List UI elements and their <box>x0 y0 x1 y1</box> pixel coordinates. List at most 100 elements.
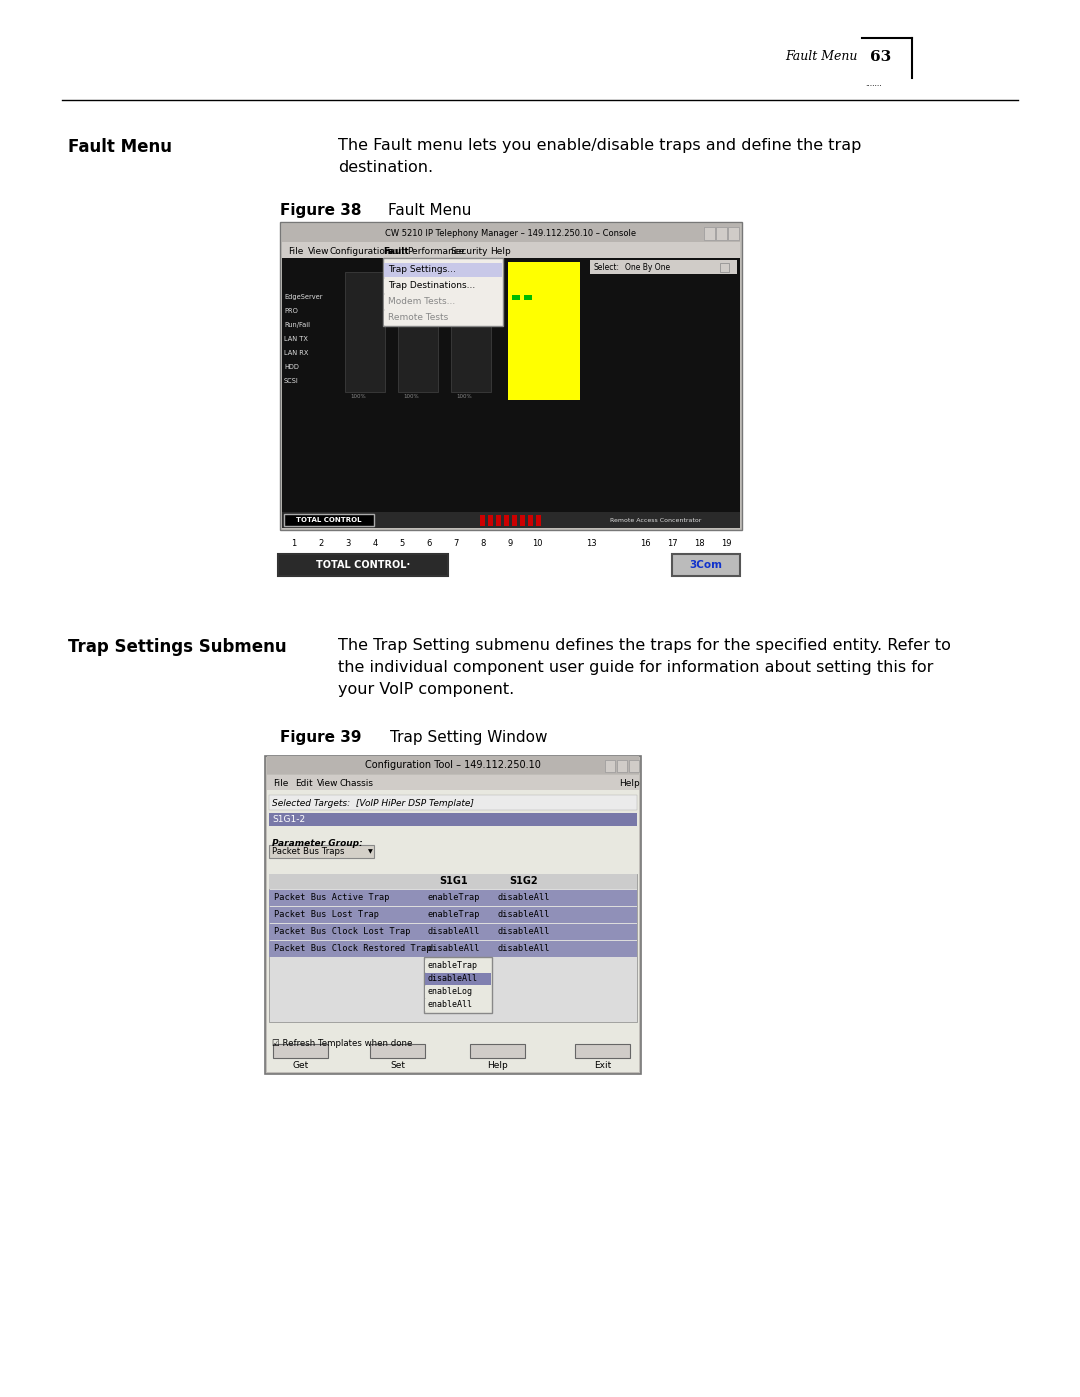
Bar <box>357 295 366 300</box>
Bar <box>284 514 374 527</box>
Text: 1: 1 <box>292 539 297 549</box>
Bar <box>488 515 492 527</box>
Text: Edit: Edit <box>295 778 312 788</box>
Bar <box>269 875 637 1023</box>
Text: enableTrap: enableTrap <box>427 961 477 970</box>
Bar <box>590 260 737 274</box>
Text: Packet Bus Traps: Packet Bus Traps <box>272 847 345 856</box>
Text: destination.: destination. <box>338 161 433 175</box>
Text: Packet Bus Active Trap: Packet Bus Active Trap <box>274 893 390 902</box>
Bar <box>383 258 503 326</box>
Bar <box>282 258 740 528</box>
Bar <box>269 813 637 826</box>
Bar <box>269 795 637 810</box>
Text: Help: Help <box>490 246 511 256</box>
Text: Trap Destinations...: Trap Destinations... <box>388 282 475 291</box>
Bar <box>267 789 639 1071</box>
Bar <box>605 760 615 773</box>
Text: disableAll: disableAll <box>498 928 550 936</box>
Text: 100%: 100% <box>456 394 472 400</box>
Bar <box>273 1044 328 1058</box>
Bar <box>267 756 639 774</box>
Text: 5: 5 <box>400 539 405 549</box>
Text: SCSI: SCSI <box>284 379 299 384</box>
Text: 16: 16 <box>639 539 650 549</box>
Text: 10: 10 <box>531 539 542 549</box>
Text: S1G1-2: S1G1-2 <box>272 814 306 824</box>
Text: ☑ Refresh Templates when done: ☑ Refresh Templates when done <box>272 1039 413 1049</box>
Text: Parameter Group:: Parameter Group: <box>272 838 363 848</box>
Bar <box>536 515 541 527</box>
Bar <box>512 515 517 527</box>
Bar <box>280 222 742 529</box>
Bar <box>269 923 637 940</box>
Bar <box>384 295 502 309</box>
Bar <box>728 226 739 240</box>
Bar <box>496 515 501 527</box>
Bar <box>470 1044 525 1058</box>
Bar <box>384 279 502 293</box>
Text: Packet Bus Clock Restored Trap: Packet Bus Clock Restored Trap <box>274 944 432 953</box>
Bar <box>508 263 580 400</box>
Text: Fault Menu: Fault Menu <box>388 203 471 218</box>
Text: S1G2: S1G2 <box>510 876 538 887</box>
Bar <box>629 760 639 773</box>
Bar <box>424 957 492 1013</box>
Text: Exit: Exit <box>594 1060 611 1070</box>
Text: Security: Security <box>450 246 487 256</box>
Bar <box>426 960 491 972</box>
Text: Trap Settings Submenu: Trap Settings Submenu <box>68 638 286 657</box>
Text: Selected Targets:  [VoIP HiPer DSP Template]: Selected Targets: [VoIP HiPer DSP Templa… <box>272 799 474 807</box>
Text: 8: 8 <box>481 539 486 549</box>
Bar <box>278 555 448 576</box>
Text: 63: 63 <box>870 50 891 64</box>
Bar <box>575 1044 630 1058</box>
Text: Modem Tests...: Modem Tests... <box>388 298 456 306</box>
Bar <box>370 295 378 300</box>
Bar <box>269 942 637 957</box>
Text: Help: Help <box>619 778 639 788</box>
Text: HDD: HDD <box>284 365 299 370</box>
Bar <box>504 515 509 527</box>
Text: Fault: Fault <box>383 246 405 256</box>
Text: Set: Set <box>390 1060 405 1070</box>
Bar <box>269 907 637 923</box>
Text: Chassis: Chassis <box>339 778 373 788</box>
Text: 9: 9 <box>508 539 513 549</box>
Bar <box>282 242 740 258</box>
Text: Help: Help <box>487 1060 508 1070</box>
Bar <box>370 1044 426 1058</box>
Text: enableLog: enableLog <box>427 988 472 996</box>
Text: 17: 17 <box>666 539 677 549</box>
Bar <box>345 272 384 393</box>
Text: .......: ....... <box>865 80 881 88</box>
Text: View: View <box>318 778 338 788</box>
Text: 19: 19 <box>720 539 731 549</box>
Bar <box>282 511 740 528</box>
Bar <box>480 515 485 527</box>
Text: 100%: 100% <box>403 394 419 400</box>
Text: 18: 18 <box>693 539 704 549</box>
Text: 6: 6 <box>427 539 432 549</box>
Bar <box>269 845 374 858</box>
Text: disableAll: disableAll <box>498 909 550 919</box>
Text: 100%: 100% <box>350 394 366 400</box>
Text: ▼: ▼ <box>368 849 373 854</box>
Text: Figure 39: Figure 39 <box>280 731 362 745</box>
Text: 7: 7 <box>454 539 459 549</box>
Text: S1G1: S1G1 <box>440 876 469 887</box>
Bar <box>384 312 502 326</box>
Bar <box>267 775 639 789</box>
Bar <box>282 224 740 242</box>
Bar <box>528 515 534 527</box>
Text: Fault Menu: Fault Menu <box>785 50 858 63</box>
Text: Remote Access Concentrator: Remote Access Concentrator <box>610 517 701 522</box>
Bar <box>512 295 519 300</box>
Text: TOTAL CONTROL·: TOTAL CONTROL· <box>315 560 410 570</box>
Text: 3: 3 <box>346 539 351 549</box>
Text: disableAll: disableAll <box>498 944 550 953</box>
Bar <box>716 226 727 240</box>
Text: 13: 13 <box>585 539 596 549</box>
Text: enableTrap: enableTrap <box>428 909 481 919</box>
Text: Trap Settings...: Trap Settings... <box>388 265 456 274</box>
